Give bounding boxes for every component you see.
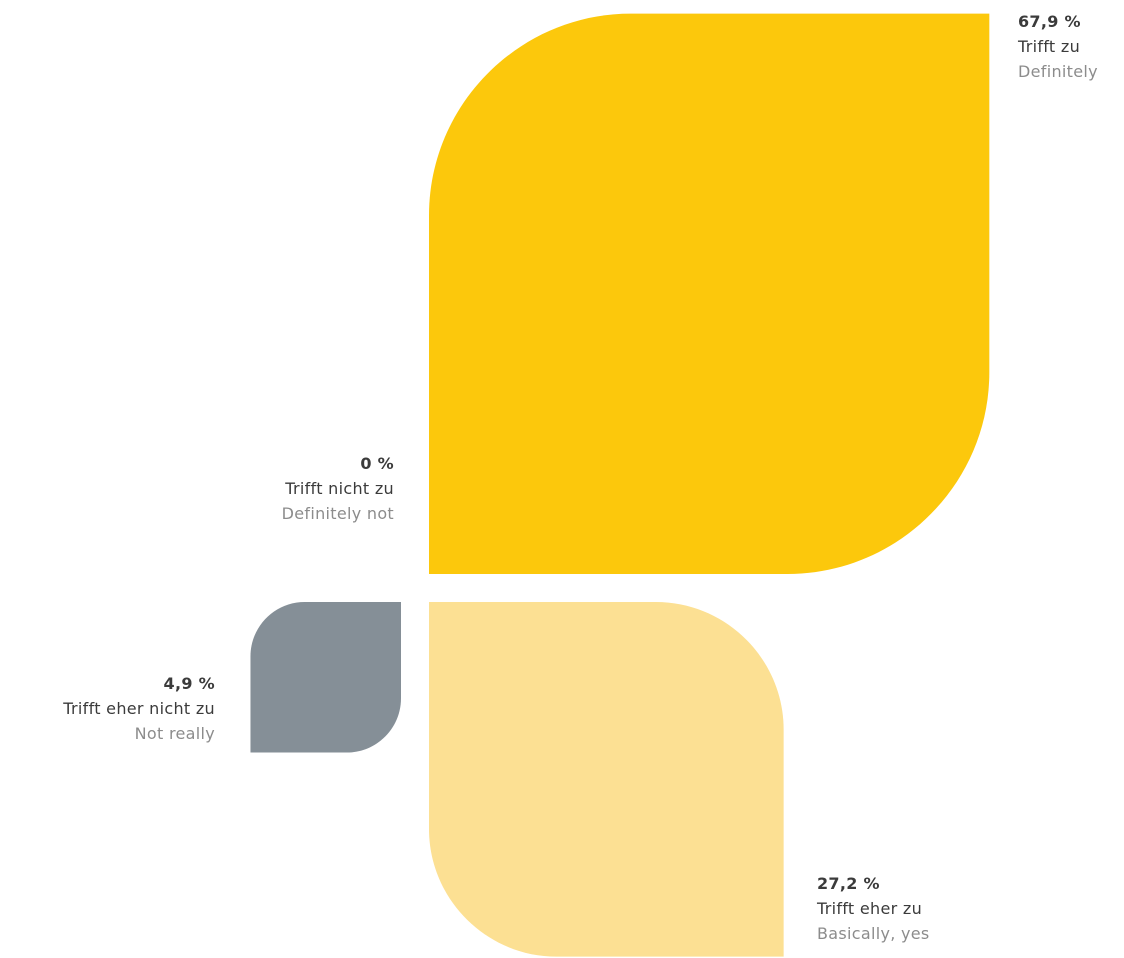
category-label-en-trifft-eher-zu: Basically, yes	[817, 923, 930, 943]
category-label-trifft-eher-zu: Trifft eher zu	[817, 898, 923, 918]
label-trifft-eher-zu: 27,2 % Trifft eher zu Basically, yes	[817, 872, 930, 946]
label-trifft-zu: 67,9 % Trifft zu Definitely	[1018, 10, 1098, 84]
label-trifft-eher-nicht-zu: 4,9 % Trifft eher nicht zu Not really	[63, 672, 215, 746]
category-label-trifft-eher-nicht-zu: Trifft eher nicht zu	[63, 698, 215, 718]
category-label-en-trifft-zu: Definitely	[1018, 61, 1098, 81]
category-label-trifft-zu: Trifft zu	[1018, 36, 1081, 56]
value-label-trifft-nicht-zu: 0 %	[360, 454, 394, 473]
value-label-trifft-eher-zu: 27,2 %	[817, 874, 880, 893]
category-label-trifft-nicht-zu: Trifft nicht zu	[285, 478, 394, 498]
label-trifft-nicht-zu: 0 % Trifft nicht zu Definitely not	[282, 452, 394, 526]
leaf-trifft-eher-nicht-zu	[250, 602, 401, 753]
category-label-en-trifft-eher-nicht-zu: Not really	[134, 723, 215, 743]
leaf-trifft-eher-zu	[429, 602, 784, 957]
value-label-trifft-eher-nicht-zu: 4,9 %	[163, 674, 215, 693]
category-label-en-trifft-nicht-zu: Definitely not	[281, 503, 394, 523]
value-label-trifft-zu: 67,9 %	[1018, 12, 1081, 31]
leaf-trifft-zu	[429, 13, 990, 574]
